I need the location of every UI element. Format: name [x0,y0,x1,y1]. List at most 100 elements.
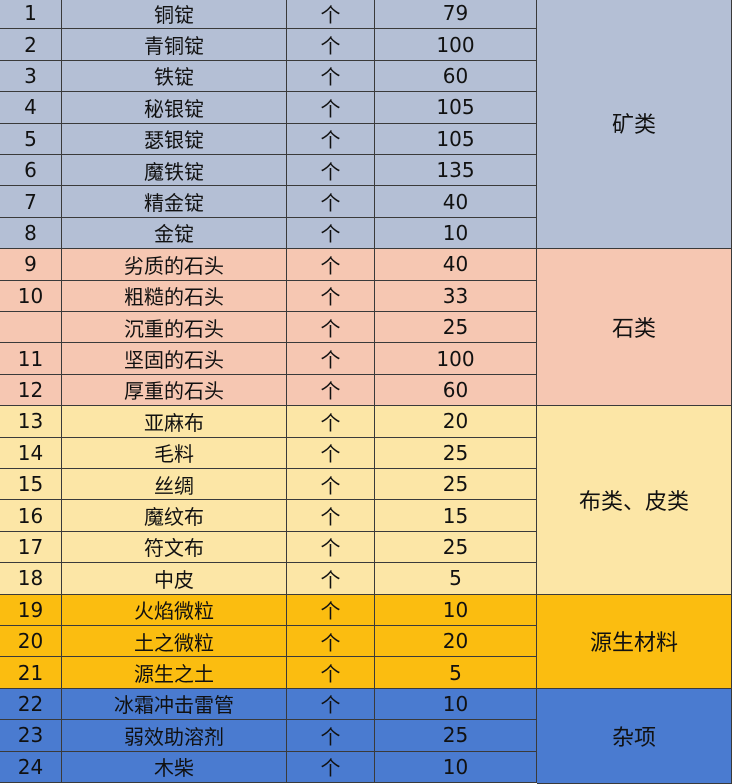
row-number: 12 [0,374,62,407]
unit: 个 [287,29,375,61]
row-number: 10 [0,280,62,312]
row-number: 18 [0,563,62,595]
row-number: 3 [0,60,62,93]
item-name: 冰霜冲击雷管 [62,688,287,721]
unit: 个 [287,657,375,689]
quantity: 20 [375,626,537,658]
item-name: 劣质的石头 [62,249,287,281]
quantity: 135 [375,155,537,187]
unit: 个 [287,155,375,187]
row-number: 17 [0,531,62,564]
row-number: 22 [0,688,62,721]
item-name: 厚重的石头 [62,374,287,407]
quantity: 10 [375,688,537,721]
unit: 个 [287,469,375,501]
row-number: 23 [0,720,62,752]
unit: 个 [287,343,375,375]
quantity: 33 [375,280,537,312]
quantity: 15 [375,500,537,532]
item-name: 秘银锭 [62,92,287,124]
unit: 个 [287,60,375,93]
row-number: 21 [0,657,62,689]
row-number: 8 [0,217,62,250]
unit: 个 [287,500,375,532]
item-name: 弱效助溶剂 [62,720,287,752]
row-number: 6 [0,155,62,187]
row-number: 13 [0,406,62,438]
item-name: 符文布 [62,531,287,564]
unit: 个 [287,751,375,783]
category: 源生材料 [537,594,732,689]
quantity: 5 [375,563,537,595]
item-name: 坚固的石头 [62,343,287,375]
category: 布类、皮类 [537,406,732,595]
unit: 个 [287,688,375,721]
quantity: 10 [375,594,537,626]
quantity: 60 [375,60,537,93]
unit: 个 [287,720,375,752]
row-number: 16 [0,500,62,532]
unit: 个 [287,531,375,564]
quantity: 25 [375,720,537,752]
unit: 个 [287,312,375,344]
item-name: 丝绸 [62,469,287,501]
item-name: 毛料 [62,437,287,469]
item-name: 土之微粒 [62,626,287,658]
quantity: 40 [375,249,537,281]
row-number [0,312,62,344]
quantity: 25 [375,437,537,469]
quantity: 60 [375,374,537,407]
unit: 个 [287,594,375,626]
row-number: 15 [0,469,62,501]
item-name: 魔铁锭 [62,155,287,187]
unit: 个 [287,280,375,312]
quantity: 20 [375,406,537,438]
item-name: 精金锭 [62,186,287,218]
unit: 个 [287,217,375,250]
item-name: 源生之土 [62,657,287,689]
row-number: 5 [0,123,62,155]
item-name: 沉重的石头 [62,312,287,344]
quantity: 10 [375,751,537,783]
item-name: 青铜锭 [62,29,287,61]
unit: 个 [287,406,375,438]
category: 石类 [537,249,732,407]
unit: 个 [287,437,375,469]
category: 矿类 [537,0,732,250]
unit: 个 [287,92,375,124]
unit: 个 [287,563,375,595]
item-name: 中皮 [62,563,287,595]
unit: 个 [287,626,375,658]
quantity: 25 [375,531,537,564]
row-number: 7 [0,186,62,218]
quantity: 105 [375,123,537,155]
item-name: 木柴 [62,751,287,783]
quantity: 40 [375,186,537,218]
row-number: 9 [0,249,62,281]
row-number: 14 [0,437,62,469]
item-name: 铜锭 [62,0,287,30]
quantity: 79 [375,0,537,30]
item-name: 火焰微粒 [62,594,287,626]
unit: 个 [287,123,375,155]
item-name: 魔纹布 [62,500,287,532]
row-number: 4 [0,92,62,124]
item-name: 瑟银锭 [62,123,287,155]
quantity: 25 [375,469,537,501]
quantity: 25 [375,312,537,344]
quantity: 105 [375,92,537,124]
row-number: 19 [0,594,62,626]
quantity: 10 [375,217,537,250]
row-number: 1 [0,0,62,30]
unit: 个 [287,0,375,30]
row-number: 24 [0,751,62,783]
item-name: 铁锭 [62,60,287,93]
row-number: 2 [0,29,62,61]
item-name: 亚麻布 [62,406,287,438]
quantity: 100 [375,343,537,375]
unit: 个 [287,374,375,407]
row-number: 11 [0,343,62,375]
category: 杂项 [537,688,732,784]
item-name: 粗糙的石头 [62,280,287,312]
